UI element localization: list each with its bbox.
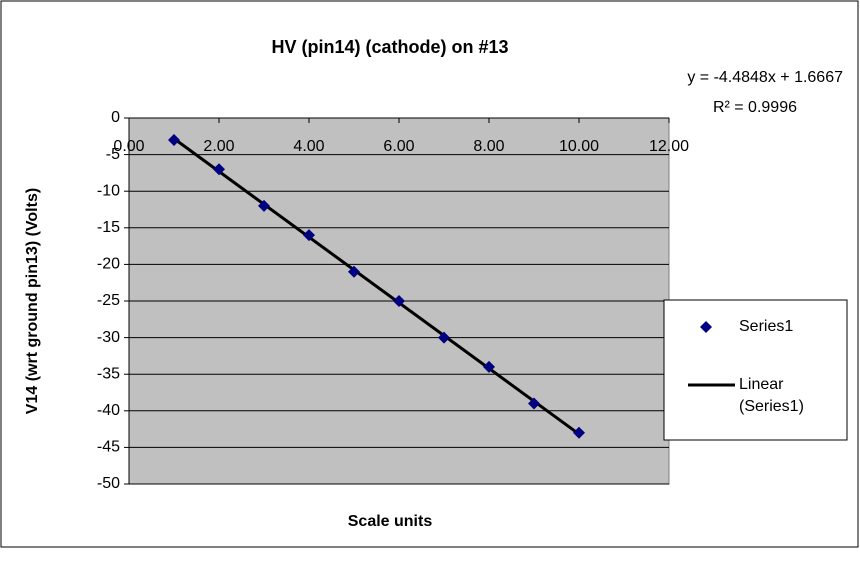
chart-title: HV (pin14) (cathode) on #13 [271, 37, 508, 57]
data-point [573, 426, 585, 439]
y-tick-label: -50 [97, 475, 120, 492]
legend-label: Series1 [739, 318, 793, 335]
data-point [303, 229, 315, 242]
trendline-r2: R² = 0.9996 [713, 99, 797, 116]
y-tick-label: -35 [97, 365, 120, 382]
x-axis-title: Scale units [348, 513, 433, 530]
data-point [438, 331, 450, 344]
trendline-equation: y = -4.4848x + 1.6667 [687, 69, 843, 86]
data-point [348, 265, 360, 278]
y-tick-label: -20 [97, 256, 120, 273]
x-tick-label: 6.00 [383, 138, 414, 155]
data-point [213, 163, 225, 176]
data-point [483, 360, 495, 373]
y-tick-label: -5 [106, 146, 120, 163]
y-tick-label: 0 [111, 109, 120, 126]
data-point [528, 397, 540, 410]
y-tick-label: -45 [97, 439, 120, 456]
data-point [393, 295, 405, 307]
legend [663, 299, 848, 441]
x-tick-label: 2.00 [203, 138, 234, 155]
y-tick-label: -25 [97, 292, 120, 309]
y-tick-label: -15 [97, 219, 120, 236]
y-axis-title: V14 (wrt ground pin13) (Volts) [24, 188, 41, 414]
x-tick-label: 4.00 [293, 138, 324, 155]
x-tick-label: 0.00 [113, 138, 144, 155]
x-tick-label: 8.00 [473, 138, 504, 155]
legend-label: Linear (Series1) [739, 376, 804, 415]
data-point [168, 133, 180, 146]
x-tick-label: 10.00 [559, 138, 599, 155]
y-tick-label: -40 [97, 402, 120, 419]
y-tick-label: -10 [97, 182, 120, 199]
x-tick-label: 12.00 [649, 138, 689, 155]
data-point [258, 199, 270, 212]
y-tick-label: -30 [97, 329, 120, 346]
trendline [173, 137, 580, 436]
legend-marker [700, 321, 712, 333]
